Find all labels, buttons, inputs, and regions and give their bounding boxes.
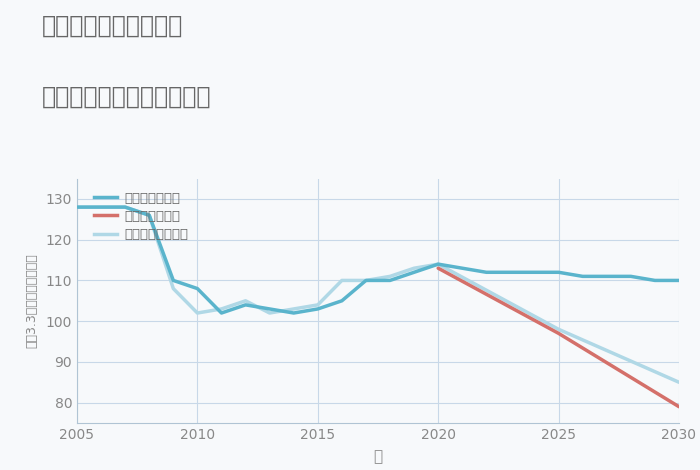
Text: 中古マンションの価格推移: 中古マンションの価格推移: [42, 85, 211, 109]
X-axis label: 年: 年: [373, 449, 383, 464]
Y-axis label: 平（3.3㎡）単価（万円）: 平（3.3㎡）単価（万円）: [26, 253, 38, 348]
Legend: グッドシナリオ, バッドシナリオ, ノーマルシナリオ: グッドシナリオ, バッドシナリオ, ノーマルシナリオ: [90, 188, 192, 245]
Text: 奈良県橿原市豊田町の: 奈良県橿原市豊田町の: [42, 14, 183, 38]
